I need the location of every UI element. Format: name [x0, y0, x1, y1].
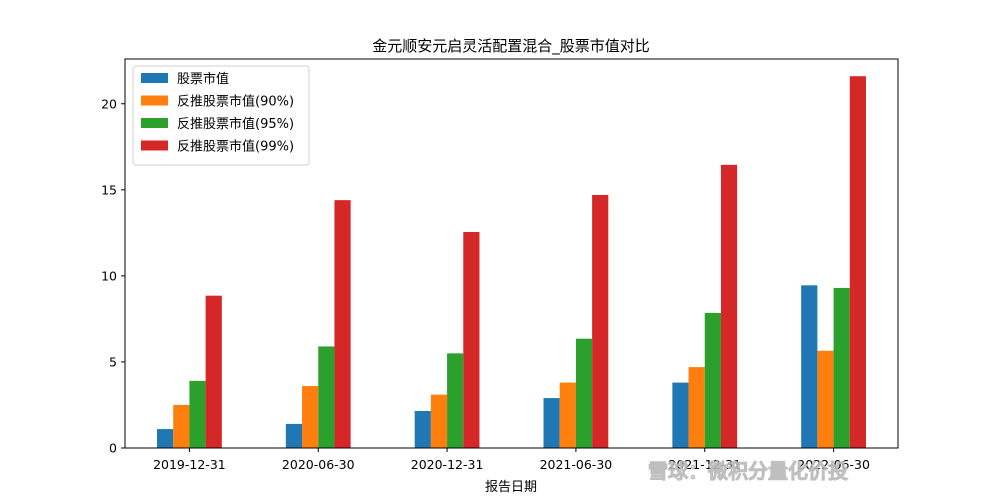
- bar-1-2020-06-30: [285, 423, 303, 448]
- legend-label: 反推股票市值(95%): [177, 116, 294, 132]
- watermark-text: 雪球：微积分量化价投: [648, 459, 848, 483]
- bar-4-2019-12-31: [205, 295, 222, 448]
- y-tick-label: 10: [101, 268, 117, 283]
- bar-4-2020-12-31: [463, 231, 480, 448]
- bar-3-2020-06-30: [318, 346, 335, 448]
- bar-2-2021-12-31: [688, 367, 705, 448]
- bar-1-2021-12-31: [672, 382, 689, 448]
- legend-box: [132, 65, 310, 166]
- bar-3-2022-06-30: [833, 287, 850, 448]
- bar-2-2021-06-30: [559, 382, 576, 448]
- bar-2-2020-12-31: [430, 394, 448, 448]
- bar-1-2019-12-31: [157, 429, 174, 448]
- bar-1-2021-06-30: [543, 398, 560, 448]
- x-tick-label: 2021-06-30: [540, 457, 613, 472]
- bar-4-2021-12-31: [720, 164, 738, 449]
- legend-swatch: [141, 73, 168, 83]
- bar-3-2021-12-31: [704, 312, 721, 448]
- bar-2-2022-06-30: [817, 350, 834, 448]
- bar-3-2020-12-31: [447, 353, 464, 448]
- chart-title: 金元顺安元启灵活配置混合_股票市值对比: [372, 37, 650, 56]
- plot-frame: [124, 58, 899, 449]
- legend-swatch: [141, 95, 168, 106]
- y-tick-label: 15: [101, 182, 117, 197]
- bar-1-2022-06-30: [801, 285, 818, 448]
- legend-swatch: [141, 118, 168, 128]
- y-tick-label: 5: [109, 354, 117, 369]
- legend-swatch: [141, 140, 168, 151]
- x-tick-label: 2019-12-31: [153, 457, 226, 472]
- bar-2-2019-12-31: [173, 404, 190, 448]
- y-tick-label: 0: [109, 441, 117, 456]
- bar-3-2019-12-31: [189, 380, 206, 448]
- bar-2-2020-06-30: [302, 386, 319, 448]
- y-tick-label: 20: [101, 96, 117, 111]
- legend-label: 反推股票市值(90%): [177, 94, 294, 110]
- x-tick-label: 2020-06-30: [282, 457, 355, 472]
- legend-label: 股票市值: [177, 71, 229, 87]
- axes: 0 5 10 15 20 2019-12-31 2020-06-30 2020-12-31 20…: [101, 58, 899, 472]
- bar-3-2021-06-30: [575, 338, 593, 448]
- x-tick-label: 2021-12-31: [668, 457, 741, 472]
- bar-1-2020-12-31: [414, 410, 431, 448]
- bar-4-2020-06-30: [334, 200, 351, 448]
- x-tick-label: 2020-12-31: [411, 457, 484, 472]
- bars: [157, 76, 866, 449]
- x-tick-label: 2022-06-30: [797, 457, 870, 472]
- bar-4-2022-06-30: [849, 76, 866, 449]
- x-axis-label: 报告日期: [485, 480, 537, 495]
- legend-label: 反推股票市值(99%): [177, 139, 294, 155]
- bar-4-2021-06-30: [592, 194, 609, 448]
